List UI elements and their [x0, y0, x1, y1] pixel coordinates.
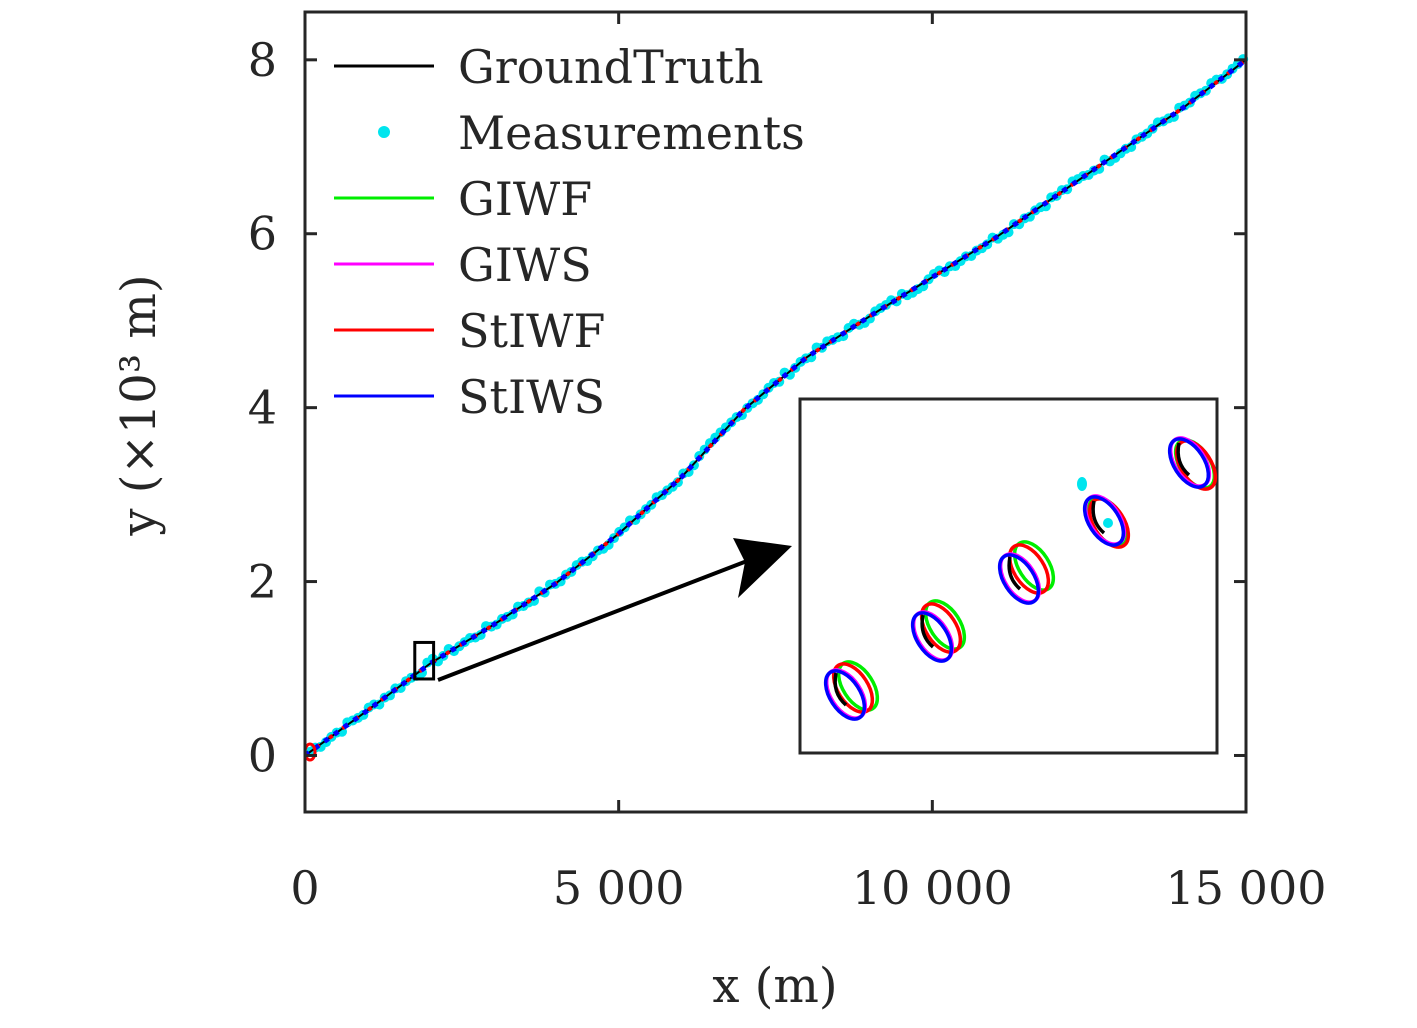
inset-frame: [798, 397, 1219, 755]
legend-label: StIWS: [458, 370, 605, 424]
groundtruth-extent: [833, 672, 848, 707]
groundtruth-extent: [1176, 442, 1191, 477]
legend-label: GroundTruth: [458, 40, 764, 94]
groundtruth-extent: [920, 614, 935, 649]
y-tick-label: 6: [248, 207, 277, 261]
x-tick-label: 10 000: [852, 861, 1013, 915]
y-axis-label: y (×10³ m): [111, 274, 167, 536]
legend-entry: StIWS: [334, 370, 605, 424]
y-tick-label: 8: [248, 33, 277, 87]
stiwf-extent: [919, 602, 963, 654]
legend-entry: StIWF: [334, 304, 605, 358]
extent-group: [1082, 494, 1131, 549]
stiws-extent: [997, 553, 1041, 605]
x-tick-label: 15 000: [1166, 861, 1327, 915]
legend-label: GIWF: [458, 172, 592, 226]
legend-entry: GroundTruth: [334, 40, 764, 94]
groundtruth-extent: [1091, 500, 1106, 535]
stiws-extent: [823, 669, 867, 721]
extent-group: [823, 660, 880, 721]
y-tick-label: 4: [248, 381, 277, 435]
stiwf-extent: [1007, 543, 1051, 595]
y-tick-label: 0: [248, 728, 277, 782]
zoom-region-rect: [413, 640, 436, 681]
x-tick-label: 5 000: [553, 861, 685, 915]
legend-label: GIWS: [458, 238, 592, 292]
zoom-arrow-head: [733, 538, 792, 598]
plot-area: [303, 54, 1249, 762]
legend-entry: GIWS: [334, 238, 592, 292]
measurement-point: [374, 699, 385, 710]
extent-group: [1167, 436, 1218, 491]
stiws-extent: [1082, 495, 1126, 547]
legend-swatch: [378, 126, 390, 138]
axes-frame: [303, 10, 1248, 814]
x-tick-label: 0: [290, 861, 319, 915]
x-axis-label: x (m): [712, 958, 837, 1014]
legend-entry: Measurements: [378, 106, 805, 160]
extent-group: [910, 599, 967, 663]
measurement-point: [1077, 477, 1087, 491]
stiwf-extent: [1174, 439, 1218, 491]
stiws-extent: [1167, 437, 1211, 489]
extent-group: [997, 540, 1056, 605]
groundtruth-extent: [1007, 556, 1022, 591]
zoom-arrow-line: [437, 554, 761, 682]
stiws-dots: [303, 57, 1248, 758]
y-tick-label: 2: [248, 555, 277, 609]
legend-label: StIWF: [458, 304, 605, 358]
axes: 0 5 000 10 000 15 000 0 2 4 6 8: [248, 10, 1327, 915]
legend: GroundTruth Measurements GIWF GIWS StIWF StIW…: [334, 40, 805, 424]
legend-label: Measurements: [458, 106, 805, 160]
measurement-point: [1103, 518, 1113, 528]
stiws-extent: [910, 611, 954, 663]
inset-zoom-panel: [437, 397, 1219, 755]
legend-entry: GIWF: [334, 172, 592, 226]
